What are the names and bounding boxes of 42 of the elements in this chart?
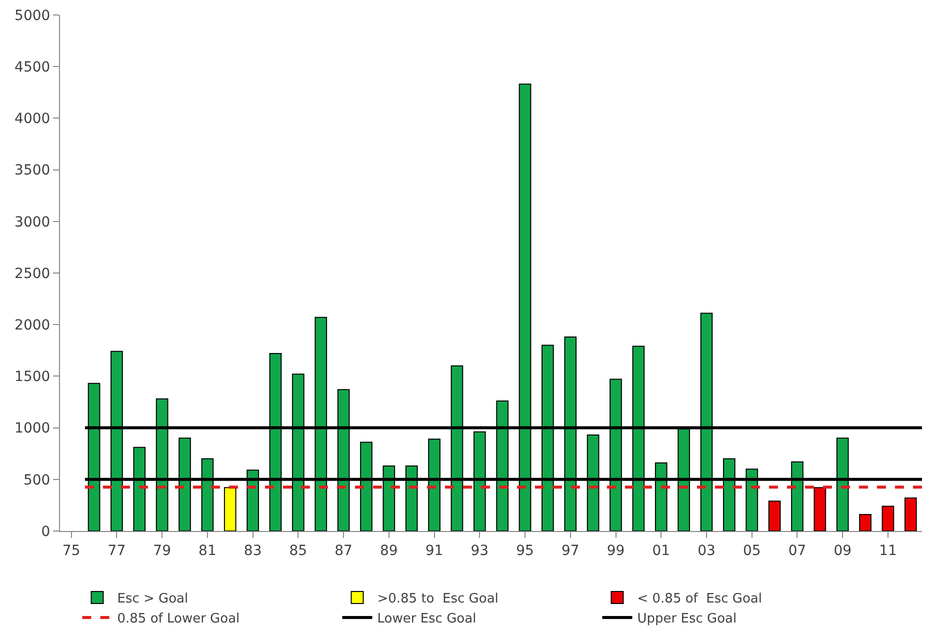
bar [224,487,236,531]
legend-label: 0.85 of Lower Goal [117,612,240,627]
x-tick-label: 81 [198,542,216,559]
y-tick-label: 1500 [14,369,50,386]
y-tick-label: 1000 [14,420,50,437]
x-tick-label: 03 [698,542,716,559]
x-tick-label: 87 [334,542,352,559]
bar [768,500,781,531]
x-tick-label: 95 [516,542,534,559]
x-tick-label: 79 [153,542,171,559]
x-tick-label: 11 [879,542,897,559]
legend-label: >0.85 to Esc Goal [377,592,498,607]
x-tick-label: 83 [244,542,262,559]
bar [882,506,894,531]
x-tick-label: 05 [742,542,761,559]
x-tick-label: 91 [425,542,444,559]
x-tick-label: 85 [289,542,308,559]
legend-label: < 0.85 of Esc Goal [637,592,762,607]
bar [814,487,826,531]
y-tick-label: 2500 [14,266,50,282]
legend-label: Lower Esc Goal [377,612,476,627]
x-tick-label: 01 [652,542,670,559]
y-tick-label: 0 [41,524,50,540]
x-tick-label: 89 [380,542,398,559]
x-tick-label: 07 [788,542,806,559]
y-tick-label: 2000 [14,318,50,334]
y-tick-label: 4000 [14,111,50,128]
x-tick-label: 77 [108,542,126,559]
y-tick-label: 4500 [14,60,50,76]
legend-label: Upper Esc Goal [637,612,737,627]
x-tick-label: 93 [470,542,489,559]
y-tick-label: 5000 [14,8,50,24]
x-tick-label: 75 [62,542,80,559]
y-tick-label: 3500 [14,162,50,179]
bar [859,514,872,531]
legend-label: Esc > Goal [117,592,188,607]
x-tick-label: 09 [834,542,852,559]
bar [904,497,917,531]
x-tick-label: 97 [561,542,580,559]
y-tick-label: 500 [23,472,50,488]
y-tick-label: 3000 [14,214,50,230]
x-tick-label: 99 [606,542,625,559]
